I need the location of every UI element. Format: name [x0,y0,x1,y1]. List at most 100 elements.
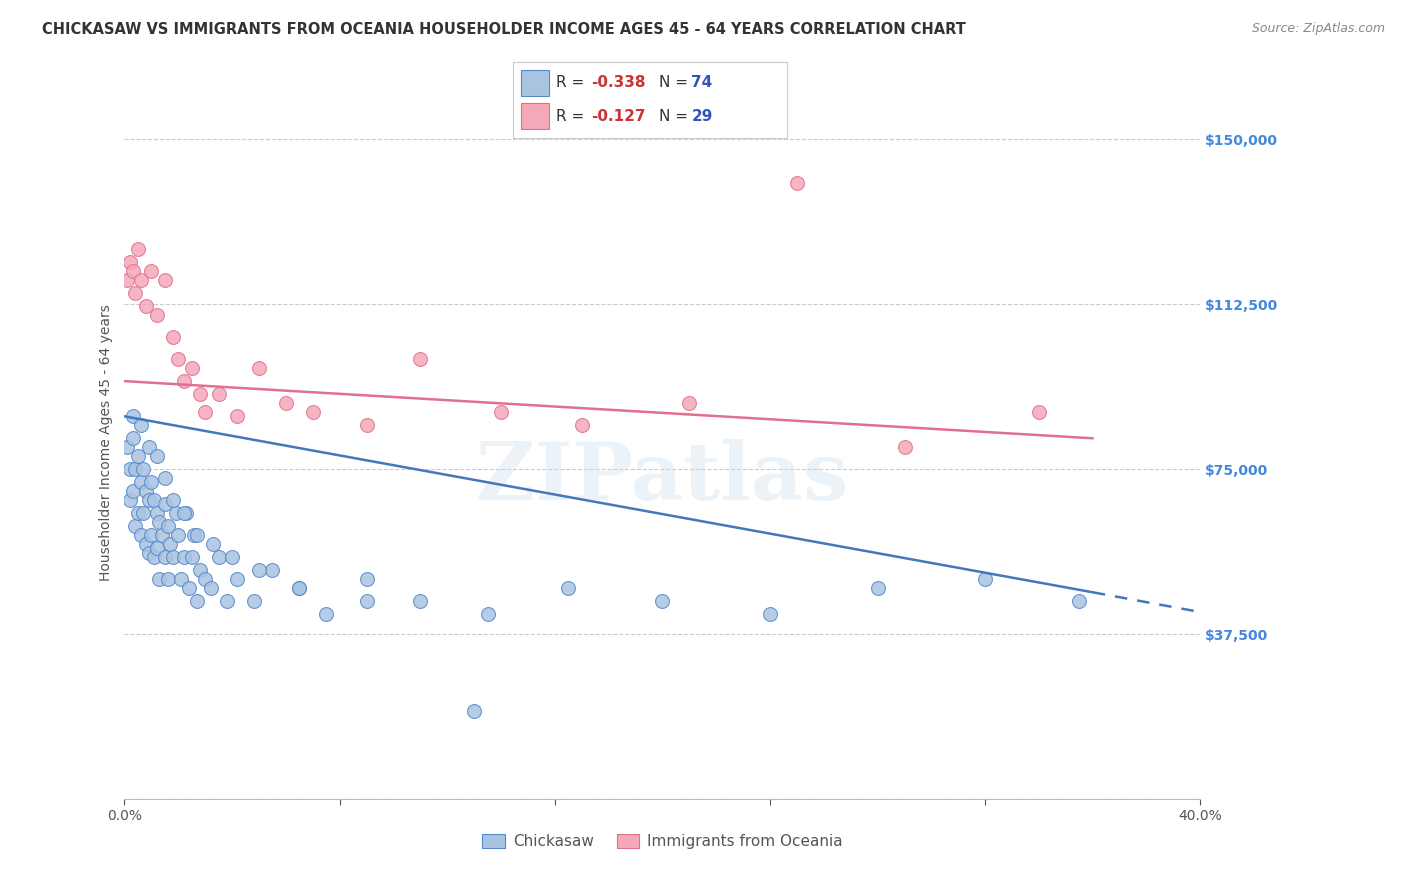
Point [148,572,170,586]
Point [207,387,229,401]
Point [156,572,179,586]
Point [162,330,184,344]
Point [148,515,170,529]
Point [127,506,149,520]
Point [127,242,149,256]
Point [183,528,205,542]
Point [215,594,238,608]
Point [1069,594,1091,608]
Point [156,519,179,533]
Point [132,506,155,520]
Point [288,581,311,595]
Point [188,563,211,577]
Point [974,572,997,586]
Point [145,506,167,520]
Point [356,594,378,608]
Point [242,594,264,608]
Point [409,594,432,608]
Point [301,405,323,419]
Text: -0.338: -0.338 [592,76,645,90]
Point [118,255,141,269]
Point [893,440,915,454]
Point [571,418,593,433]
Point [194,405,217,419]
Point [115,273,138,287]
Point [786,176,808,190]
Point [124,462,146,476]
Point [132,462,155,476]
Text: N =: N = [658,109,692,124]
Point [759,607,782,622]
Point [121,264,143,278]
Point [409,352,432,367]
Point [135,299,157,313]
Point [489,405,512,419]
Point [143,492,166,507]
Bar [522,70,548,95]
Point [188,387,211,401]
Point [124,286,146,301]
Point [477,607,499,622]
Point [226,572,249,586]
Point [866,581,889,595]
Point [678,396,700,410]
Point [274,396,297,410]
Point [186,594,208,608]
Point [356,572,378,586]
Point [115,440,138,454]
Point [180,360,202,375]
Point [129,475,152,490]
Point [118,462,141,476]
Text: CHICKASAW VS IMMIGRANTS FROM OCEANIA HOUSEHOLDER INCOME AGES 45 - 64 YEARS CORRE: CHICKASAW VS IMMIGRANTS FROM OCEANIA HOU… [42,22,966,37]
Text: Source: ZipAtlas.com: Source: ZipAtlas.com [1251,22,1385,36]
Point [170,572,193,586]
Point [162,550,184,565]
Point [262,563,284,577]
Text: ZIPatlas: ZIPatlas [477,440,849,517]
Point [145,449,167,463]
Point [121,484,143,499]
Point [177,581,200,595]
Point [145,541,167,556]
Point [153,550,176,565]
Point [124,519,146,533]
Point [121,409,143,424]
Point [173,374,195,388]
Text: -0.127: -0.127 [592,109,645,124]
Point [162,492,184,507]
Point [207,550,229,565]
Point [247,360,270,375]
Text: N =: N = [658,76,692,90]
Point [138,492,160,507]
Point [167,352,190,367]
Point [135,484,157,499]
Point [226,409,249,424]
Point [356,418,378,433]
Point [153,471,176,485]
Point [167,528,190,542]
Point [165,506,187,520]
Point [1028,405,1050,419]
Point [138,440,160,454]
Point [129,528,152,542]
Y-axis label: Householder Income Ages 45 - 64 years: Householder Income Ages 45 - 64 years [100,304,114,582]
Point [118,492,141,507]
Text: R =: R = [555,76,589,90]
Point [173,550,195,565]
Point [221,550,243,565]
Point [463,704,485,718]
Point [129,418,152,433]
Legend: Chickasaw, Immigrants from Oceania: Chickasaw, Immigrants from Oceania [477,829,849,855]
Point [138,546,160,560]
Point [202,537,225,551]
Point [200,581,222,595]
Point [194,572,217,586]
Point [315,607,337,622]
Point [288,581,311,595]
Point [143,550,166,565]
Point [557,581,579,595]
Point [141,475,163,490]
Point [159,537,181,551]
Point [141,528,163,542]
Point [153,273,176,287]
